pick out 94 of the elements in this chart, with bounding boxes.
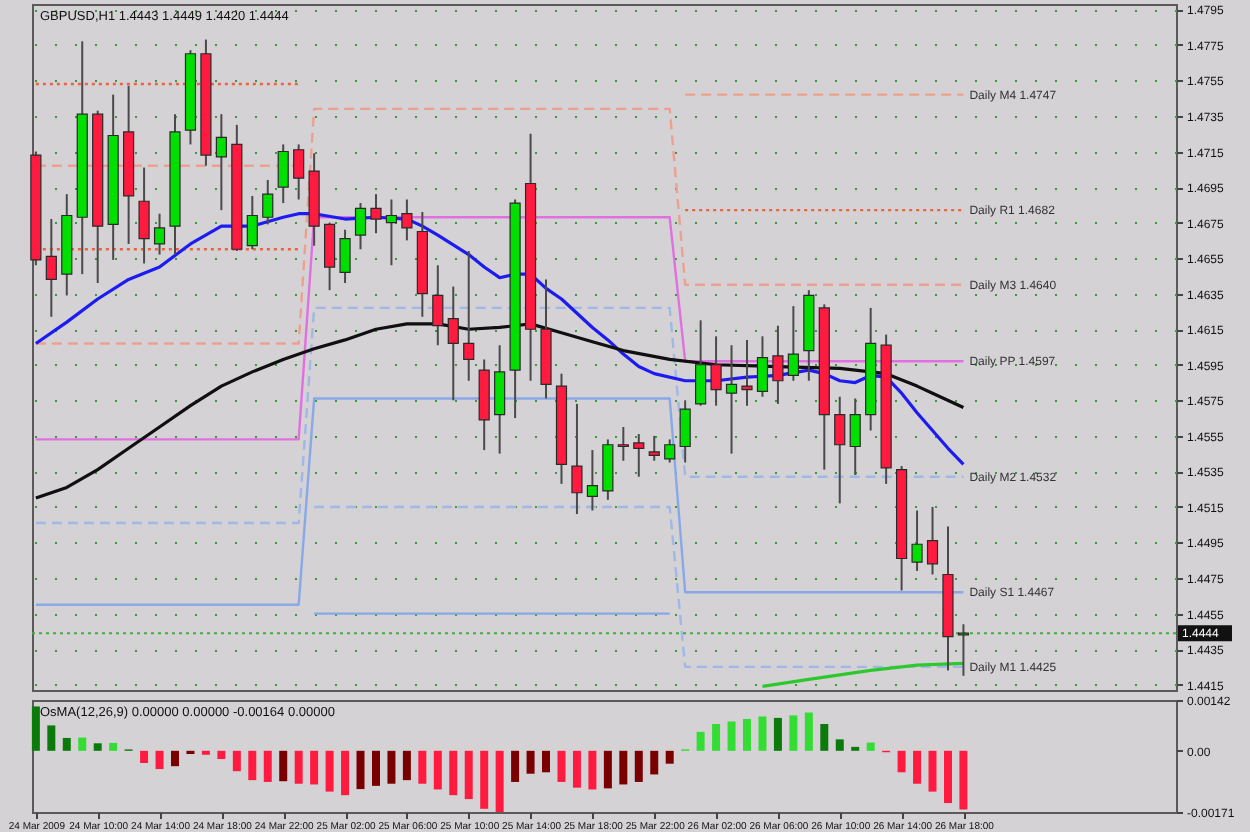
candlestick (339, 228, 351, 285)
bar (804, 712, 813, 751)
bar (557, 750, 566, 782)
candlestick (787, 305, 799, 382)
candlestick (323, 221, 336, 292)
candlestick (849, 397, 861, 476)
candlestick (370, 193, 382, 235)
bar (62, 737, 71, 751)
bar (294, 750, 303, 784)
candlestick (617, 425, 629, 462)
candlestick (679, 399, 691, 464)
bar (31, 706, 40, 751)
bar (78, 737, 87, 751)
bar (325, 750, 334, 792)
bar (572, 750, 581, 788)
bar (341, 750, 350, 796)
bar (93, 743, 102, 751)
candlestick (648, 434, 660, 462)
bar (913, 750, 922, 784)
bar (959, 750, 968, 810)
bar (665, 750, 674, 764)
bar (47, 725, 56, 751)
bar (743, 718, 751, 751)
bar (835, 739, 844, 751)
candlestick (215, 113, 227, 212)
candlestick (432, 264, 444, 347)
bar (897, 750, 906, 773)
bar (140, 750, 149, 763)
bar (619, 750, 628, 785)
candlestick (385, 198, 398, 267)
bar (217, 750, 226, 760)
bar (109, 742, 118, 751)
candlestick (725, 344, 738, 455)
bar (263, 750, 272, 782)
bar (820, 723, 829, 751)
bar (634, 750, 643, 782)
bar (650, 750, 659, 775)
bar (310, 750, 319, 785)
bar (402, 750, 411, 781)
candlestick (153, 212, 166, 256)
candlestick (277, 143, 289, 205)
bar (171, 750, 179, 767)
bar (371, 750, 380, 786)
candlestick (138, 166, 150, 265)
candlestick (741, 338, 753, 407)
candlestick (447, 285, 459, 402)
bar (588, 750, 597, 790)
bar (155, 750, 164, 770)
bar (279, 750, 288, 782)
bar (712, 723, 721, 751)
candlestick (401, 198, 413, 242)
candlestick (756, 335, 769, 398)
bar (356, 750, 365, 790)
bar (727, 721, 736, 751)
candlestick (926, 505, 939, 576)
candlestick (246, 194, 258, 251)
candlestick (262, 178, 274, 226)
bar (232, 750, 241, 772)
candlestick (710, 335, 722, 407)
bar (526, 750, 535, 774)
candlestick (695, 319, 707, 407)
bar (511, 750, 520, 782)
bar (387, 750, 396, 784)
candlestick (834, 395, 846, 505)
bar (480, 750, 489, 809)
bar (433, 750, 442, 790)
bar (789, 715, 798, 751)
bar (603, 750, 612, 789)
candlestick (602, 438, 614, 501)
bar (943, 750, 952, 804)
bar (758, 716, 767, 751)
bar (418, 750, 427, 784)
candlestick (772, 324, 784, 405)
bar (495, 750, 504, 812)
bar (696, 731, 705, 751)
bar (928, 750, 937, 792)
candlestick (463, 250, 475, 382)
bar (773, 717, 782, 751)
bar (248, 750, 257, 781)
candlestick (45, 218, 57, 318)
candlestick (633, 433, 645, 478)
candlestick (911, 509, 923, 572)
candlestick (494, 344, 506, 455)
candlestick (586, 449, 599, 512)
bar (542, 750, 551, 773)
candlestick (571, 402, 583, 516)
candlestick (293, 143, 305, 201)
candlestick (354, 202, 367, 251)
bar (449, 750, 458, 796)
bar (866, 742, 875, 751)
candlestick (664, 438, 676, 464)
candlestick (957, 623, 970, 677)
line-series (760, 661, 966, 689)
bar (464, 750, 473, 800)
